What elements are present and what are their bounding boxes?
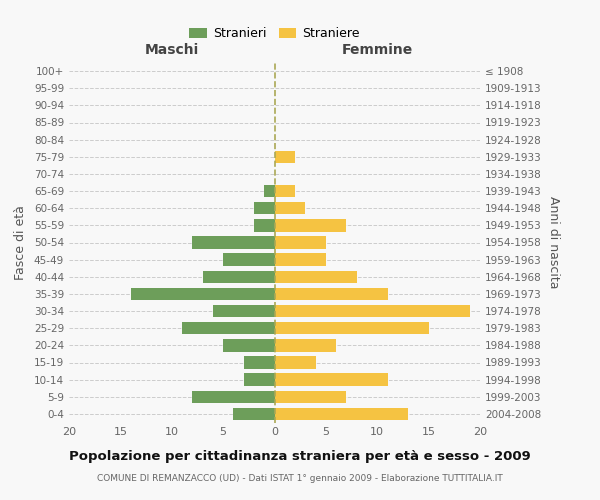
Bar [275, 374, 388, 386]
Bar [275, 185, 295, 197]
Bar [275, 322, 428, 334]
Y-axis label: Fasce di età: Fasce di età [14, 205, 27, 280]
Bar [131, 288, 275, 300]
Bar [182, 322, 275, 334]
Text: Femmine: Femmine [341, 42, 413, 56]
Bar [193, 236, 275, 248]
Text: Popolazione per cittadinanza straniera per età e sesso - 2009: Popolazione per cittadinanza straniera p… [69, 450, 531, 463]
Bar [275, 219, 346, 232]
Text: Maschi: Maschi [145, 42, 199, 56]
Bar [275, 202, 305, 214]
Bar [213, 305, 275, 317]
Bar [233, 408, 275, 420]
Bar [275, 288, 388, 300]
Bar [244, 374, 275, 386]
Bar [223, 339, 275, 351]
Y-axis label: Anni di nascita: Anni di nascita [547, 196, 560, 289]
Bar [275, 270, 356, 283]
Bar [254, 202, 275, 214]
Bar [203, 270, 275, 283]
Bar [275, 356, 316, 368]
Bar [264, 185, 275, 197]
Legend: Stranieri, Straniere: Stranieri, Straniere [189, 28, 360, 40]
Bar [275, 236, 326, 248]
Bar [275, 339, 336, 351]
Bar [244, 356, 275, 368]
Bar [275, 305, 470, 317]
Bar [193, 390, 275, 403]
Bar [254, 219, 275, 232]
Bar [275, 150, 295, 163]
Bar [275, 390, 346, 403]
Bar [275, 408, 408, 420]
Bar [275, 254, 326, 266]
Text: COMUNE DI REMANZACCO (UD) - Dati ISTAT 1° gennaio 2009 - Elaborazione TUTTITALIA: COMUNE DI REMANZACCO (UD) - Dati ISTAT 1… [97, 474, 503, 483]
Bar [223, 254, 275, 266]
